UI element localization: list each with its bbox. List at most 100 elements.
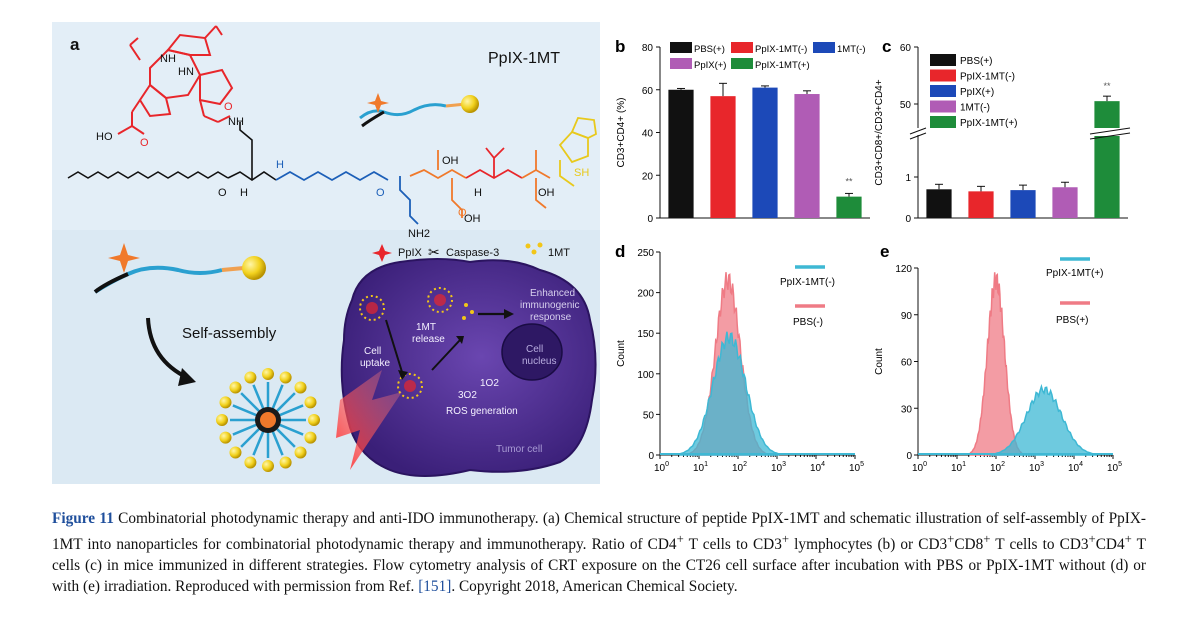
c-bar-4 — [1052, 187, 1078, 218]
figure-11: a PpIX-1MT NH HN HO O O NH O H — [52, 22, 1131, 484]
self-assembly-label: Self-assembly — [182, 325, 277, 342]
b-legend-swatch-3 — [813, 42, 835, 53]
c-legend-swatch-2 — [930, 69, 956, 82]
panel-label-d: d — [615, 242, 625, 261]
b-bar-4 — [794, 94, 820, 218]
o-label-glu: O — [458, 207, 467, 219]
e-y-tick-label: 0 — [906, 451, 912, 462]
d-y-tick-label: 200 — [637, 289, 654, 300]
caption-sup-2: + — [781, 532, 790, 546]
d-x-tick-label: 101 — [693, 461, 708, 474]
hn-label-1: HN — [178, 66, 194, 78]
c-legend-swatch-3 — [930, 85, 956, 97]
ho-label: HO — [96, 131, 113, 143]
self-assembly-sketch — [93, 243, 266, 386]
b-legend-label-1: PBS(+) — [694, 44, 725, 55]
o-label-peg: O — [376, 187, 385, 199]
c-legend-swatch-5 — [930, 116, 956, 128]
e-legend-label-1: PpIX-1MT(+) — [1046, 268, 1104, 279]
e-x-tick-label: 104 — [1068, 461, 1083, 474]
o-label-3: O — [218, 187, 227, 199]
scissors-icon: ✂ — [428, 244, 440, 260]
e-x-tick-label: 102 — [990, 461, 1005, 474]
cell-nucleus — [501, 323, 563, 381]
d-y-tick-label: 0 — [648, 451, 654, 462]
d-x-tick-label: 103 — [771, 461, 786, 474]
sh-label: SH — [574, 167, 589, 179]
c-legend-swatch-1 — [930, 54, 956, 66]
panel-e-chart: 0 30 60 90 120 100 101 102 103 104 105 e Count PpIX-1… — [874, 242, 1122, 474]
valine-residue — [465, 147, 523, 180]
d-y-tick-label: 100 — [637, 370, 654, 381]
b-legend-label-3: 1MT(-) — [837, 44, 866, 55]
b-bar-2 — [710, 96, 736, 218]
figure-label: Figure 11 — [52, 510, 114, 527]
caption-sup-6: + — [1124, 532, 1132, 546]
b-bar-5 — [836, 196, 862, 218]
o-label-1: O — [140, 137, 149, 149]
c-legend-label-2: PpIX-1MT(-) — [960, 72, 1015, 83]
c-legend-label-3: PpIX(+) — [960, 87, 994, 98]
caption-text-8: . Copyright 2018, American Chemical Soci… — [451, 578, 738, 596]
b-y-tick-label: 40 — [642, 129, 654, 140]
c-y-axis-label: CD3+CD8+/CD3+CD4+ — [874, 79, 885, 185]
e-x-tick-label: 105 — [1107, 461, 1122, 474]
release-text-1: 1MT — [416, 322, 436, 333]
c-bar-3 — [1010, 190, 1036, 218]
structure-area — [52, 22, 600, 230]
e-x-tick-label: 100 — [912, 461, 927, 474]
tumor-cell-label: Tumor cell — [496, 444, 542, 455]
b-bar-1 — [668, 89, 694, 218]
panel-label-b: b — [615, 37, 625, 56]
c-y-tick-label: 1 — [905, 173, 911, 184]
caption-text-7: T cells (c) in mice immunized in differe… — [52, 536, 1147, 596]
b-legend-label-2: PpIX-1MT(-) — [755, 44, 807, 55]
aspartate-residue — [521, 150, 551, 209]
oh-label-2: OH — [464, 213, 481, 225]
b-legend-swatch-1 — [670, 42, 692, 53]
nh2-label: NH2 — [408, 228, 430, 240]
d-y-tick-label: 250 — [637, 248, 654, 259]
legend-caspase: Caspase-3 — [446, 247, 499, 259]
d-x-tick-label: 100 — [654, 461, 669, 474]
caption-text-2: T cells to CD3 — [683, 536, 782, 554]
caption-text-3: lymphocytes (b) or CD3 — [789, 536, 948, 554]
c-bar-1 — [926, 189, 952, 218]
b-legend-label-4: PpIX(+) — [694, 60, 726, 71]
c-significance: ** — [1103, 81, 1111, 91]
c-legend-label-1: PBS(+) — [960, 56, 993, 67]
enhanced-text-3: response — [530, 312, 572, 323]
h-label-val: H — [474, 187, 482, 199]
enhanced-text-1: Enhanced — [530, 288, 575, 299]
e-histogram-2 — [969, 272, 1023, 456]
d-histogram-1 — [679, 331, 780, 456]
laser-beam — [336, 370, 402, 470]
caption-sup-3: + — [947, 532, 955, 546]
panel-b-chart: 0 20 40 60 80 ** b CD3+CD4+ (%) PBS(+) PpIX-1MT(-… — [615, 37, 870, 225]
d-x-tick-label: 104 — [810, 461, 825, 474]
caption-sup-5: + — [1088, 532, 1096, 546]
oh-label-1: OH — [442, 155, 459, 167]
b-y-tick-label: 60 — [642, 86, 654, 97]
panel-label-e: e — [880, 242, 889, 261]
panel-label-c: c — [882, 37, 891, 56]
e-y-tick-label: 120 — [895, 264, 912, 275]
nh-label-1: NH — [160, 53, 176, 65]
caption-sup-1: + — [676, 532, 684, 546]
reference-link[interactable]: [151] — [418, 578, 452, 596]
ros-generation: ROS generation — [446, 406, 518, 417]
c-bar-5 — [1094, 101, 1120, 218]
b-y-axis-label: CD3+CD4+ (%) — [616, 97, 627, 167]
lipid-chain — [67, 122, 277, 181]
panel-a: a PpIX-1MT NH HN HO O O NH O H — [52, 22, 600, 484]
caption-text-6: CD4 — [1095, 536, 1125, 554]
legend-1mt: 1MT — [548, 247, 570, 259]
peptide-sketch-top — [359, 93, 479, 128]
d-y-tick-label: 150 — [637, 329, 654, 340]
e-y-tick-label: 60 — [901, 358, 913, 369]
d-x-tick-label: 102 — [732, 461, 747, 474]
o-label-2: O — [224, 101, 233, 113]
panel-c-chart: 0 1 50 60 ** c CD3+CD8+/CD3+CD4+ PBS(+) PpIX-1MT… — [874, 37, 1131, 225]
b-significance: ** — [845, 177, 853, 187]
cell-uptake-text-2: uptake — [360, 358, 390, 369]
